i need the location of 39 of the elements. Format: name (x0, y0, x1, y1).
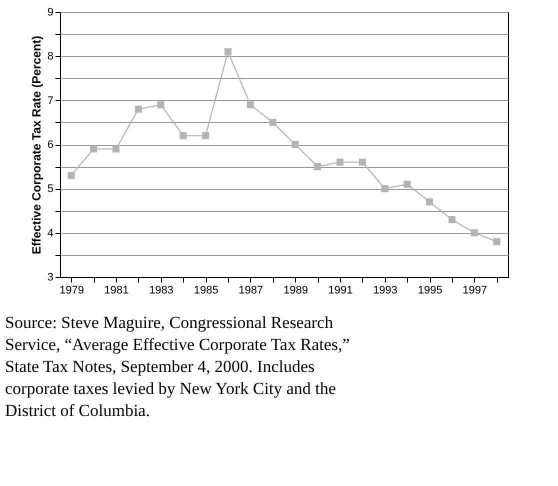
x-tick-label: 1991 (328, 284, 353, 296)
y-tick-label: 9 (47, 6, 54, 18)
point (314, 163, 322, 170)
point (269, 118, 276, 126)
point (358, 158, 366, 166)
point (134, 106, 142, 113)
point (426, 198, 434, 206)
point (224, 48, 232, 56)
y-axis-title: Effective Corporate Tax Rate (Percent) (29, 36, 44, 254)
x-tick-label: 1993 (373, 284, 398, 296)
x-tick-label: 1997 (462, 284, 488, 296)
y-tick-label: 7 (47, 94, 54, 107)
point (404, 180, 411, 188)
y-tick-label: 4 (47, 227, 54, 240)
y-tick-label: 8 (47, 50, 54, 63)
x-tick-label: 1989 (283, 284, 308, 296)
y-tick-label: 6 (47, 139, 54, 151)
x-tick-label: 1979 (59, 284, 84, 296)
point (493, 238, 500, 246)
point (470, 229, 478, 236)
point (246, 101, 254, 108)
point (202, 132, 210, 140)
x-tick-label: 1995 (418, 284, 442, 296)
point (381, 185, 388, 192)
point (180, 132, 187, 140)
y-tick-label: 3 (47, 272, 54, 284)
point (336, 158, 344, 166)
point (68, 172, 75, 179)
y-tick-label: 5 (47, 183, 54, 196)
x-tick-label: 1983 (149, 284, 174, 296)
x-tick-label: 1987 (238, 284, 264, 296)
point (448, 216, 456, 224)
source-note: Source: Steve Maguire, Congressional Research Service, “Average Effective Corporate Tax Rates,” State Tax Notes, September 4, 2000. Includes corporate taxes levied by New York City and the District of Columbia. (5, 313, 350, 420)
point (157, 101, 164, 108)
point (292, 140, 299, 148)
point (90, 145, 98, 152)
x-tick-label: 1985 (194, 284, 218, 296)
x-tick-label: 1981 (104, 284, 129, 296)
point (112, 145, 120, 152)
